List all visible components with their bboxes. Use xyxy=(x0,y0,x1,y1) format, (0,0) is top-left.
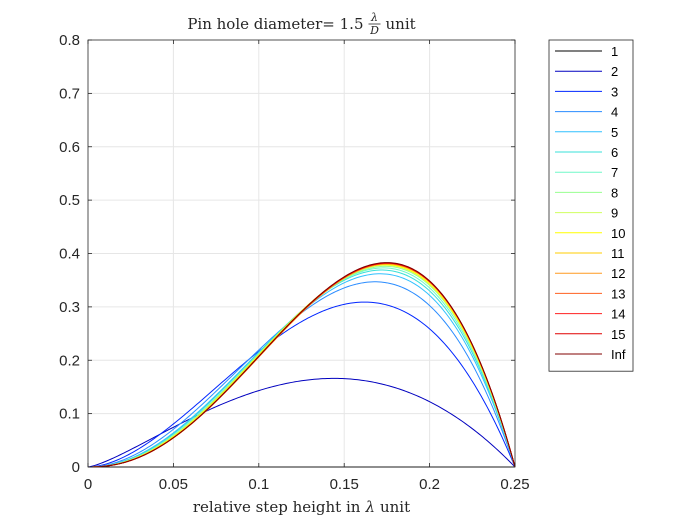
legend-label: 14 xyxy=(611,307,625,322)
legend-label: 8 xyxy=(611,185,618,200)
y-tick-label: 0 xyxy=(72,459,80,476)
legend-item-8: 8 xyxy=(555,185,618,200)
y-tick-label: 0.6 xyxy=(59,139,80,156)
x-tick-label: 0.25 xyxy=(500,476,529,493)
y-tick-label: 0.2 xyxy=(59,352,80,369)
legend-item-3: 3 xyxy=(555,84,618,99)
series-line-Inf xyxy=(87,262,516,468)
legend-label: 11 xyxy=(611,246,625,261)
legend-box xyxy=(548,39,634,372)
title-fraction-denominator: D xyxy=(369,24,379,37)
x-axis-label-suffix: unit xyxy=(380,498,410,516)
legend-item-9: 9 xyxy=(555,206,618,221)
legend-label: 1 xyxy=(611,44,618,59)
legend-item-5: 5 xyxy=(555,125,618,140)
legend-label: 6 xyxy=(611,145,618,160)
legend-label: 7 xyxy=(611,165,618,180)
y-tick-label: 0.8 xyxy=(59,32,80,49)
legend-item-14: 14 xyxy=(555,307,625,322)
legend-label: 9 xyxy=(611,206,618,221)
legend-label: 15 xyxy=(611,327,625,342)
legend-label: 10 xyxy=(611,226,625,241)
x-tick-label: 0 xyxy=(84,476,92,493)
y-tick-label: 0.4 xyxy=(59,246,80,263)
legend-label: 2 xyxy=(611,64,618,79)
title-fraction-numerator: λ xyxy=(370,11,378,24)
x-axis-label: relative step height in λ unit xyxy=(193,498,410,516)
legend-label: 12 xyxy=(611,266,625,281)
x-tick-label: 0.05 xyxy=(159,476,188,493)
x-axis-label-prefix: relative step height in xyxy=(193,498,361,516)
series-lines xyxy=(87,262,516,468)
y-tick-label: 0.7 xyxy=(59,85,80,102)
y-tick-label: 0.3 xyxy=(59,299,80,316)
x-axis-label-symbol: λ xyxy=(364,498,375,516)
legend-item-7: 7 xyxy=(555,165,618,180)
legend-label: Inf xyxy=(611,347,626,362)
legend-label: 3 xyxy=(611,84,618,99)
chart-title: Pin hole diameter= 1.5 λ D unit xyxy=(187,11,415,37)
legend-label: 13 xyxy=(611,286,625,301)
legend-item-Inf: Inf xyxy=(555,347,626,362)
x-tick-label: 0.15 xyxy=(330,476,359,493)
title-suffix: unit xyxy=(386,15,416,33)
legend-label: 4 xyxy=(611,105,618,120)
y-tick-label: 0.1 xyxy=(59,406,80,423)
legend-label: 5 xyxy=(611,125,618,140)
x-tick-label: 0.1 xyxy=(248,476,269,493)
series-line-3 xyxy=(87,301,516,468)
legend-item-2: 2 xyxy=(555,64,618,79)
legend-item-13: 13 xyxy=(555,286,625,301)
x-tick-label: 0.2 xyxy=(419,476,440,493)
title-prefix: Pin hole diameter= 1.5 xyxy=(187,15,363,33)
legend-item-4: 4 xyxy=(555,105,618,120)
y-tick-label: 0.5 xyxy=(59,192,80,209)
legend-item-12: 12 xyxy=(555,266,625,281)
legend-item-15: 15 xyxy=(555,327,625,342)
legend-item-11: 11 xyxy=(555,246,625,261)
axis-ticks: 0 0.05 0.1 0.15 0.2 0.25 0 0.1 0.2 0.3 0.4 0.5 0.6 0.… xyxy=(59,32,529,493)
grid xyxy=(88,40,515,467)
legend-item-10: 10 xyxy=(555,226,625,241)
legend-item-1: 1 xyxy=(555,44,618,59)
legend-item-6: 6 xyxy=(555,145,618,160)
